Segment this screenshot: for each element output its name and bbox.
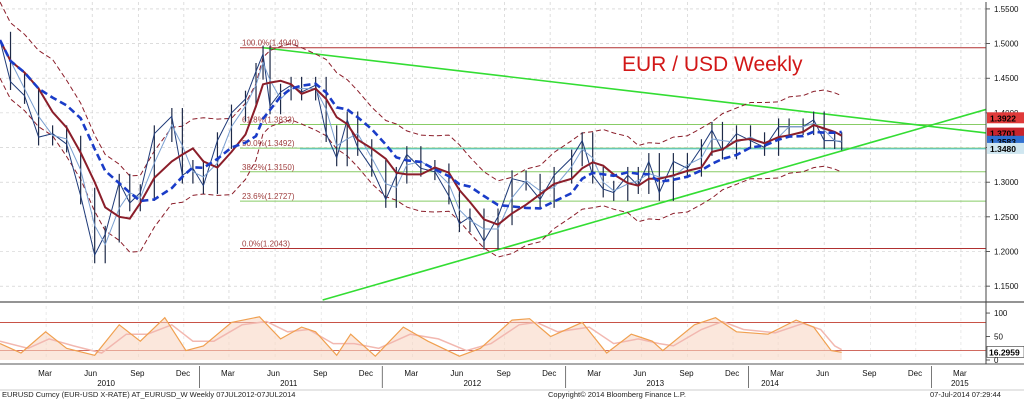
month-tick-label: Mar	[221, 369, 235, 378]
month-tick-label: Dec	[725, 369, 739, 378]
footer-security-label: EURUSD Curncy (EUR-USD X-RATE) AT_EURUSD…	[2, 390, 295, 399]
osc-value-tag-box	[986, 346, 1024, 358]
price-tag-label: 1.3701	[990, 129, 1016, 139]
price-tag-box	[987, 127, 1024, 139]
footer-copyright: Copyright© 2014 Bloomberg Finance L.P.	[548, 390, 686, 399]
price-tick-label: 1.5500	[994, 5, 1019, 14]
lower-band	[0, 77, 842, 258]
axes: 1.55001.50001.45001.40001.35001.30001.25…	[0, 2, 1024, 391]
month-tick-label: Mar	[38, 369, 52, 378]
mid-moving-average	[0, 39, 843, 226]
grid-lines	[0, 2, 986, 360]
month-tick-label: Sep	[862, 369, 877, 378]
month-tick-label: Jun	[633, 369, 646, 378]
long-moving-average	[0, 39, 842, 210]
month-tick-label: Jun	[84, 369, 97, 378]
short-moving-average	[0, 39, 842, 246]
price-series	[0, 1, 843, 264]
price-tick-label: 1.1500	[994, 282, 1019, 291]
year-label: 2013	[646, 379, 664, 388]
month-tick-label: Dec	[359, 369, 373, 378]
month-tick-label: Dec	[176, 369, 190, 378]
fib-level-label: 50.0%(1.3492)	[242, 139, 295, 148]
price-tag-label: 1.3583	[990, 137, 1016, 147]
month-tick-label: Mar	[587, 369, 601, 378]
price-line	[0, 39, 842, 257]
year-label: 2010	[97, 379, 115, 388]
fib-level-label: 38.2%(1.3150)	[242, 163, 295, 172]
price-tick-label: 1.4500	[994, 74, 1019, 83]
fib-level-label: 23.6%(1.2727)	[242, 192, 295, 201]
month-tick-label: Dec	[542, 369, 556, 378]
year-label: 2011	[280, 379, 298, 388]
price-tag-box	[987, 135, 1024, 147]
month-tick-label: Sep	[679, 369, 694, 378]
price-tag-label: 1.3922	[990, 113, 1016, 123]
year-label: 2012	[463, 379, 481, 388]
month-tick-label: Jun	[267, 369, 280, 378]
price-tag-box	[987, 142, 1024, 154]
year-label: 2015	[951, 379, 969, 388]
osc-tick-label: 50	[994, 333, 1003, 342]
chart-title: EUR / USD Weekly	[622, 53, 803, 76]
price-tag-box	[987, 112, 1024, 124]
osc-tick-label: 0	[994, 356, 999, 365]
price-tick-label: 1.2000	[994, 247, 1019, 256]
year-label: 2014	[761, 379, 779, 388]
osc-tick-label: 100	[994, 309, 1008, 318]
osc-k-line	[0, 316, 842, 358]
osc-k-fill	[0, 316, 842, 360]
trendlines	[262, 46, 987, 301]
month-tick-label: Jun	[450, 369, 463, 378]
price-tick-label: 1.3000	[994, 178, 1019, 187]
month-tick-label: Jun	[816, 369, 829, 378]
footer: EURUSD Curncy (EUR-USD X-RATE) AT_EURUSD…	[2, 390, 1001, 399]
price-tag-label: 1.3480	[990, 144, 1016, 154]
oscillator-panel	[0, 316, 986, 360]
osc-value-tag-label: 16.2959	[989, 347, 1020, 357]
fib-level-label: 100.0%(1.4940)	[242, 39, 299, 48]
month-tick-label: Sep	[313, 369, 328, 378]
footer-timestamp: 07-Jul-2014 07:29:44	[930, 390, 1001, 399]
trendline-resistance	[262, 46, 987, 134]
trendline-support	[322, 108, 987, 301]
fibonacci-levels: 100.0%(1.4940) 61.8%(1.3833) 50.0%(1.3492)…	[240, 39, 986, 250]
price-tick-label: 1.2500	[994, 213, 1019, 222]
month-tick-label: Mar	[770, 369, 784, 378]
month-tick-label: Sep	[130, 369, 145, 378]
month-tick-label: Mar	[953, 369, 967, 378]
month-tick-label: Dec	[908, 369, 922, 378]
month-tick-label: Sep	[497, 369, 512, 378]
fib-level-label: 0.0%(1.2043)	[242, 240, 290, 249]
fib-level-label: 61.8%(1.3833)	[242, 115, 295, 124]
upper-band	[0, 1, 842, 182]
price-tick-label: 1.5000	[994, 40, 1019, 49]
month-tick-label: Mar	[404, 369, 418, 378]
